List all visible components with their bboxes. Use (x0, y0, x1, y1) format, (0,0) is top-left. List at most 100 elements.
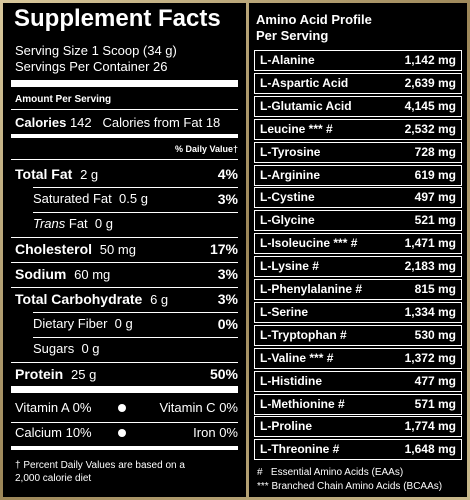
amino-row: Leucine *** # 2,532 mg (254, 118, 462, 140)
bullet (118, 429, 126, 437)
calories-value: 142 (69, 115, 92, 130)
nutrient-name: Total Carbohydrate (15, 291, 143, 307)
amino-row: L-Isoleucine *** # 1,471 mg (254, 233, 462, 255)
nutrient-amount: 50 mg (99, 242, 136, 257)
nutrient-line: Trans Fat 0 g (33, 216, 113, 231)
dv-header: % Daily Value† (174, 144, 238, 154)
nutrient-name: Fat (68, 216, 88, 231)
amino-profile: Amino Acid Profile Per Serving L-Alanine… (249, 3, 467, 497)
legend: *** Branched Chain Amino Acids (BCAAs) (257, 481, 443, 492)
nutrient-line: Cholesterol 50 mg (15, 241, 136, 257)
amino-row: L-Aspartic Acid 2,639 mg (254, 72, 462, 94)
amino-name: L-Glutamic Acid (260, 98, 352, 113)
amino-row: L-Valine *** # 1,372 mg (254, 347, 462, 369)
amino-name: L-Tyrosine (260, 144, 321, 159)
rule (11, 134, 238, 138)
vitamin-name: Iron (193, 425, 216, 440)
vitamin-value: 0% (72, 400, 92, 415)
rule (33, 187, 238, 188)
amino-name: L-Histidine (260, 373, 322, 388)
vitamin: Calcium 10% (15, 425, 92, 440)
nutrient-dv: 0% (217, 316, 238, 332)
amino-name: Leucine *** # (260, 121, 333, 136)
amino-row: L-Methionine # 571 mg (254, 393, 462, 415)
servings: Servings Per Container 26 (15, 59, 168, 74)
amino-row: L-Alanine 1,142 mg (254, 50, 462, 71)
amino-amount: 728 mg (414, 144, 456, 159)
amino-row: L-Serine 1,334 mg (254, 301, 462, 323)
amino-amount: 2,639 mg (404, 75, 456, 90)
bullet (118, 404, 126, 412)
rule (11, 109, 238, 110)
vitamin-value: 0% (219, 400, 238, 415)
nutrient-name: Cholesterol (15, 241, 93, 257)
nutrient-amount: 0.5 g (119, 191, 148, 206)
rule (11, 422, 238, 423)
amino-amount: 1,648 mg (404, 442, 456, 457)
vitamin: Iron 0% (193, 425, 238, 440)
amino-amount: 530 mg (414, 327, 456, 342)
nutrient-dv: 50% (209, 366, 238, 382)
rule (33, 212, 238, 213)
rule (11, 80, 238, 87)
amino-title: Per Serving (256, 28, 329, 43)
fat-calories-value: 18 (205, 115, 221, 130)
legend: # Essential Amino Acids (EAAs) (257, 467, 404, 478)
amino-name: L-Lysine # (260, 259, 319, 274)
vitamin-name: Calcium (15, 425, 62, 440)
rule (11, 237, 238, 238)
nutrient-name: Sodium (15, 266, 67, 282)
nutrient-name: Sugars (33, 341, 75, 356)
rule (11, 446, 238, 450)
amino-amount: 1,774 mg (404, 419, 456, 434)
nutrient-amount: 0 g (94, 216, 113, 231)
nutrient-line: Total Carbohydrate 6 g (15, 291, 168, 307)
amino-name: L-Arginine (260, 167, 320, 182)
nutrient-amount: 0 g (114, 316, 133, 331)
amino-row: L-Histidine 477 mg (254, 370, 462, 392)
amino-amount: 477 mg (414, 373, 456, 388)
amino-title: Amino Acid Profile (256, 12, 372, 27)
amino-name: L-Tryptophan # (260, 327, 347, 342)
amino-amount: 1,334 mg (404, 304, 456, 319)
nutrient-name: Protein (15, 366, 64, 382)
nutrient-dv: 4% (217, 166, 238, 182)
amino-row: L-Cystine 497 mg (254, 187, 462, 209)
nutrient-amount: 60 mg (74, 267, 111, 282)
nutrient-dv: 3% (217, 191, 238, 207)
serving-size: Serving Size 1 Scoop (34 g) (15, 43, 177, 58)
nutrient-line: Dietary Fiber 0 g (33, 316, 133, 331)
nutrient-name: Total Fat (15, 166, 73, 182)
amino-amount: 619 mg (414, 167, 456, 182)
amino-amount: 521 mg (414, 213, 456, 228)
nutrient-amount: 25 g (71, 367, 97, 382)
nutrient-dv: 17% (209, 241, 238, 257)
amino-row: L-Glycine 521 mg (254, 210, 462, 232)
amino-name: L-Alanine (260, 53, 315, 67)
nutrient-dv: 3% (217, 266, 238, 282)
nutrient-line: Saturated Fat 0.5 g (33, 191, 148, 206)
nutrient-name: Dietary Fiber (33, 316, 108, 331)
amino-name: L-Valine *** # (260, 350, 334, 365)
nutrient-line: Sugars 0 g (33, 341, 100, 356)
nutrient-amount: 0 g (81, 341, 100, 356)
vitamin-value: 10% (65, 425, 92, 440)
amino-amount: 1,471 mg (404, 236, 456, 251)
vitamin: Vitamin A 0% (15, 400, 91, 415)
amino-row: L-Proline 1,774 mg (254, 416, 462, 438)
amino-name: L-Aspartic Acid (260, 75, 349, 90)
rule (11, 386, 238, 393)
calories-line: Calories 142 Calories from Fat 18 (15, 115, 220, 130)
rule (11, 159, 238, 160)
amino-amount: 497 mg (414, 190, 456, 205)
nutrient-amount: 6 g (150, 292, 169, 307)
amino-row: L-Tryptophan # 530 mg (254, 324, 462, 346)
amino-amount: 4,145 mg (404, 98, 456, 113)
nutrient-line: Total Fat 2 g (15, 166, 98, 182)
nutrient-line: Sodium 60 mg (15, 266, 110, 282)
vitamin-name: Vitamin A (15, 400, 69, 415)
rule (33, 312, 238, 313)
amount-per-serving: Amount Per Serving (15, 94, 112, 105)
nutrient-name: Saturated Fat (33, 191, 112, 206)
amino-amount: 2,183 mg (404, 259, 456, 274)
